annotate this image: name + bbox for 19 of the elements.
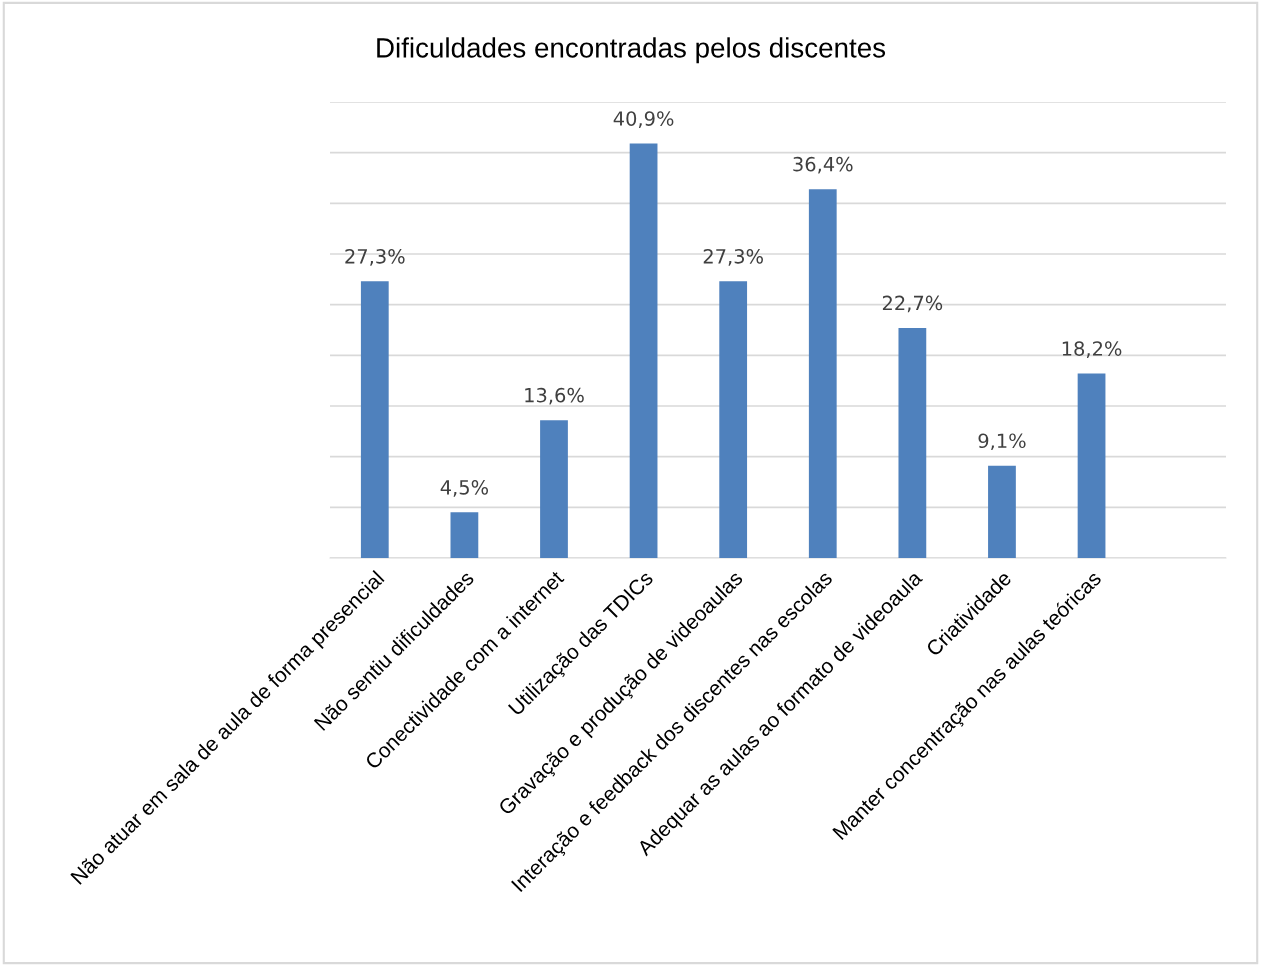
data-label: 22,7%: [882, 295, 943, 313]
bar: [808, 189, 837, 558]
data-label: 36,4%: [793, 156, 853, 174]
data-label: 4,5%: [440, 480, 489, 497]
bar: [629, 143, 658, 558]
bar: [450, 512, 479, 558]
bar: [360, 281, 389, 558]
bar: [988, 465, 1016, 558]
data-label: 18,2%: [1062, 341, 1122, 358]
bar: [719, 281, 748, 558]
bar: [898, 327, 927, 558]
data-label: 13,6%: [525, 387, 584, 405]
bar: [1077, 373, 1106, 558]
chart-title: Dificuldades encontradas pelos discentes: [377, 37, 886, 64]
data-label: 27,3%: [703, 248, 763, 266]
data-label: 27,3%: [345, 248, 405, 266]
bar: [540, 420, 568, 558]
data-label: 40,9%: [613, 111, 674, 128]
data-label: 9,1%: [978, 433, 1026, 451]
